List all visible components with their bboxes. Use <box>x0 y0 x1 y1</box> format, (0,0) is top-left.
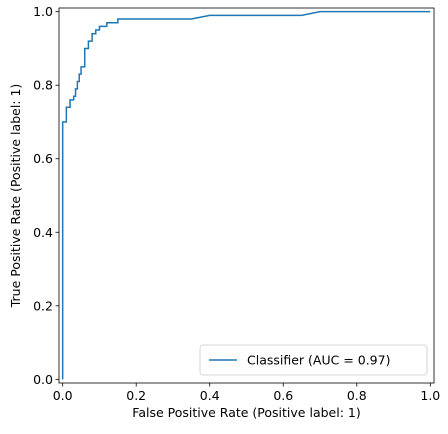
plot-frame <box>58 7 435 384</box>
y-tick-label: 0.8 <box>33 78 53 93</box>
legend-label: Classifier (AUC = 0.97) <box>247 353 390 368</box>
roc-curve-line <box>61 10 431 380</box>
x-tick-label: 0.0 <box>53 388 73 403</box>
legend: Classifier (AUC = 0.97) <box>199 344 428 376</box>
y-tick-label: 0.2 <box>33 298 53 313</box>
ticks-layer: 0.0 0.2 0.4 0.6 0.8 1.0 0.0 0.2 0.4 0.6 0.8 1.0 <box>33 4 440 403</box>
y-tick-label: 0.4 <box>33 225 53 240</box>
x-tick-label: 0.6 <box>273 388 293 403</box>
x-tick-label: 0.8 <box>347 388 367 403</box>
y-tick-label: 0.0 <box>33 372 53 387</box>
y-tick-label: 1.0 <box>33 4 53 19</box>
y-tick-label: 0.6 <box>33 151 53 166</box>
series-layer <box>61 10 431 380</box>
x-tick-label: 1.0 <box>420 388 440 403</box>
x-tick-label: 0.2 <box>126 388 146 403</box>
y-axis-label: True Positive Rate (Positive label: 1) <box>8 84 23 309</box>
x-tick-label: 0.4 <box>200 388 220 403</box>
x-axis-label: False Positive Rate (Positive label: 1) <box>132 405 360 420</box>
legend-box <box>199 344 428 376</box>
